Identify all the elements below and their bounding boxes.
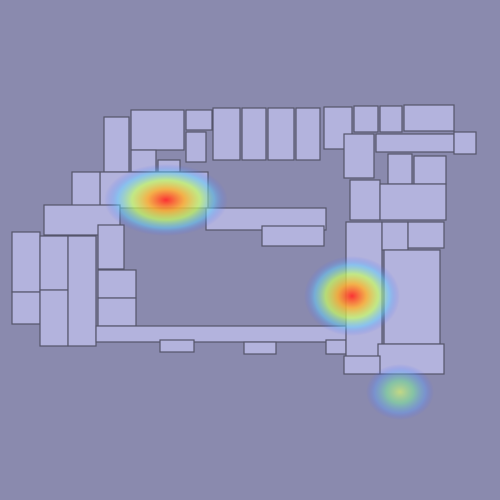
heatmap-layer [104,164,434,420]
room [407,221,445,249]
room [261,225,325,247]
room [103,116,130,173]
room [343,133,375,179]
room [379,105,403,133]
room [241,107,267,161]
room [212,107,241,161]
room [97,224,125,270]
room [67,235,97,347]
room [159,339,195,353]
room [375,133,455,153]
room [379,183,447,221]
room [387,153,413,185]
corridor-south [95,325,365,343]
room [185,109,213,131]
hotspot-north-corridor [104,164,228,236]
room [11,231,41,293]
room [11,291,41,325]
room [243,341,277,355]
room [39,235,69,291]
hotspot-east-wing [304,256,400,336]
room [130,109,185,151]
room [381,221,409,251]
room [343,355,381,375]
room [413,155,447,185]
room [353,105,379,133]
room [295,107,321,161]
room [453,131,477,155]
room [39,289,69,347]
room [267,107,295,161]
room [97,269,137,299]
room [349,179,381,221]
room [185,131,207,163]
room [403,104,455,132]
room [97,297,137,327]
hotspot-southeast [366,364,434,420]
room [325,339,347,355]
